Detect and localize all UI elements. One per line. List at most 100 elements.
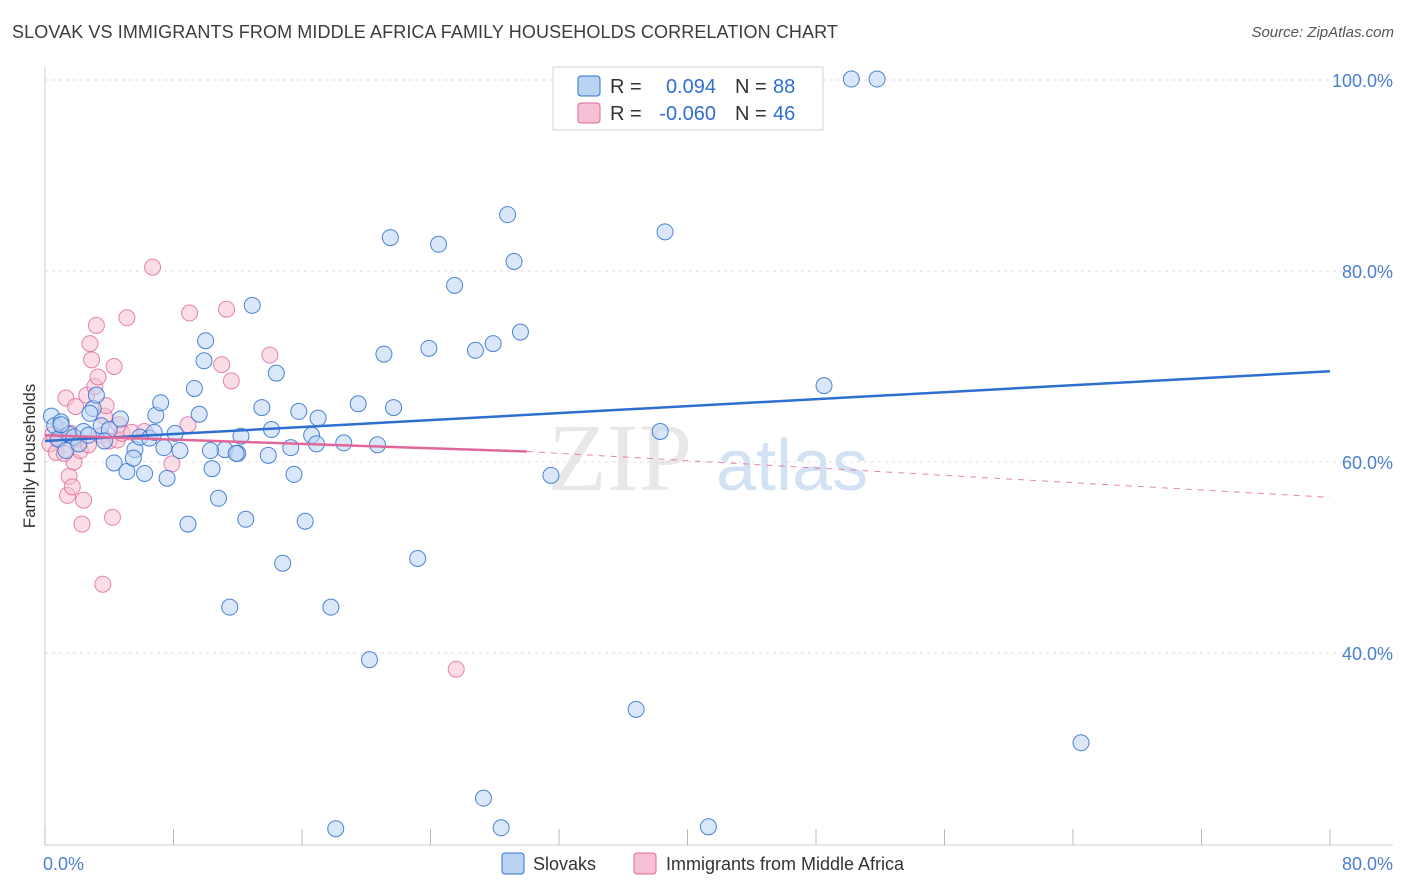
y-axis-tick-labels: 100.0% 80.0% 60.0% 40.0% bbox=[1332, 71, 1393, 664]
slovaks-point bbox=[327, 820, 345, 838]
slovaks-point bbox=[152, 394, 170, 412]
immigrants-point bbox=[118, 309, 136, 327]
immigrants-point bbox=[222, 372, 240, 390]
slovaks-point bbox=[815, 377, 833, 395]
watermark-zip: ZIP bbox=[548, 404, 692, 511]
y-tick-label: 40.0% bbox=[1342, 644, 1393, 664]
slovaks-point bbox=[253, 399, 271, 417]
slovaks-point bbox=[237, 510, 255, 528]
slovaks-point bbox=[499, 206, 517, 224]
correlation-legend: R = 0.094 N = 88 R = -0.060 N = 46 bbox=[552, 66, 824, 131]
legend-label-immigrants: Immigrants from Middle Africa bbox=[666, 854, 905, 874]
slovaks-point bbox=[322, 598, 340, 616]
slovaks-point bbox=[511, 323, 529, 341]
slovaks-point bbox=[466, 341, 484, 359]
slovaks-point bbox=[95, 432, 113, 450]
slovaks-point bbox=[368, 436, 386, 454]
legend-swatch-blue bbox=[577, 75, 601, 97]
x-axis-ticks: 0.0% 80.0% bbox=[43, 829, 1393, 874]
x-tick-label: 0.0% bbox=[43, 854, 84, 874]
slovaks-point bbox=[136, 464, 154, 482]
slovaks-point bbox=[274, 554, 292, 572]
slovaks-point bbox=[375, 345, 393, 363]
slovaks-point bbox=[484, 335, 502, 353]
slovaks-point bbox=[296, 512, 314, 530]
slovaks-point bbox=[349, 395, 367, 413]
slovaks-point bbox=[124, 449, 142, 467]
slovaks-point bbox=[111, 410, 129, 428]
legend-swatch-pink bbox=[577, 102, 601, 124]
immigrants-point bbox=[181, 304, 199, 322]
slovaks-point bbox=[221, 598, 239, 616]
gridlines bbox=[45, 79, 1393, 654]
immigrants-point bbox=[67, 398, 85, 416]
slovaks-point bbox=[656, 223, 674, 241]
slovaks-point bbox=[203, 460, 221, 478]
y-axis-title: Family Households bbox=[20, 384, 39, 529]
slovaks-point bbox=[409, 549, 427, 567]
immigrants-point bbox=[63, 478, 81, 496]
slovaks-point bbox=[197, 332, 215, 350]
x-tick-label: 80.0% bbox=[1342, 854, 1393, 874]
watermark-atlas: atlas bbox=[716, 426, 868, 506]
slovaks-point bbox=[492, 819, 510, 837]
slovaks-point bbox=[360, 651, 378, 669]
slovaks-point bbox=[1072, 734, 1090, 752]
slovaks-point bbox=[430, 235, 448, 253]
immigrants-point bbox=[87, 316, 105, 334]
slovaks-point bbox=[282, 439, 300, 457]
immigrants-point bbox=[81, 335, 99, 353]
legend-n-label-2: N = bbox=[735, 103, 767, 125]
legend-n-value-2: 46 bbox=[773, 103, 795, 125]
immigrants-point bbox=[89, 368, 107, 386]
slovaks-point bbox=[290, 402, 308, 420]
slovaks-point bbox=[475, 789, 493, 807]
slovaks-point bbox=[420, 339, 438, 357]
immigrants-point bbox=[73, 515, 91, 533]
immigrants-point bbox=[83, 351, 101, 369]
slovaks-point bbox=[446, 276, 464, 294]
legend-r-label-1: R = bbox=[610, 76, 642, 98]
slovaks-point bbox=[52, 416, 70, 434]
immigrants-point bbox=[103, 508, 121, 526]
slovaks-point bbox=[171, 442, 189, 460]
slovaks-point bbox=[195, 352, 213, 370]
slovaks-point bbox=[232, 427, 250, 445]
y-tick-label: 80.0% bbox=[1342, 262, 1393, 282]
slovaks-point bbox=[259, 446, 277, 464]
legend-label-slovaks: Slovaks bbox=[533, 854, 596, 874]
immigrants-point bbox=[105, 358, 123, 375]
legend-swatch-slovaks bbox=[501, 852, 525, 875]
slovaks-point bbox=[190, 405, 208, 423]
immigrants-points bbox=[41, 258, 465, 678]
slovaks-trend-line bbox=[44, 370, 1331, 443]
source-label: Source: ZipAtlas.com bbox=[1251, 24, 1394, 41]
slovaks-point bbox=[201, 442, 219, 460]
legend-n-label-1: N = bbox=[735, 76, 767, 98]
slovaks-point bbox=[87, 386, 105, 404]
immigrants-point bbox=[261, 346, 279, 364]
immigrants-point bbox=[144, 258, 162, 276]
immigrants-point bbox=[218, 300, 236, 318]
slovaks-point bbox=[267, 364, 285, 382]
slovaks-point bbox=[243, 296, 261, 314]
legend-n-value-1: 88 bbox=[773, 76, 795, 98]
slovaks-point bbox=[542, 466, 560, 484]
slovaks-point bbox=[105, 454, 123, 472]
legend-r-value-2: -0.060 bbox=[659, 103, 716, 125]
axes bbox=[44, 67, 1393, 846]
slovaks-point bbox=[505, 252, 523, 270]
immigrants-point bbox=[75, 491, 93, 509]
immigrants-point bbox=[94, 575, 112, 593]
trend-lines bbox=[44, 370, 1331, 498]
legend-r-label-2: R = bbox=[610, 103, 642, 125]
legend-r-value-1: 0.094 bbox=[666, 76, 716, 98]
slovaks-point bbox=[627, 700, 645, 718]
slovaks-point bbox=[699, 818, 717, 836]
y-tick-label: 100.0% bbox=[1332, 71, 1393, 91]
immigrants-trend-extension bbox=[526, 450, 1331, 498]
slovaks-point bbox=[309, 409, 327, 427]
immigrants-point bbox=[447, 660, 465, 678]
slovaks-point bbox=[385, 399, 403, 417]
